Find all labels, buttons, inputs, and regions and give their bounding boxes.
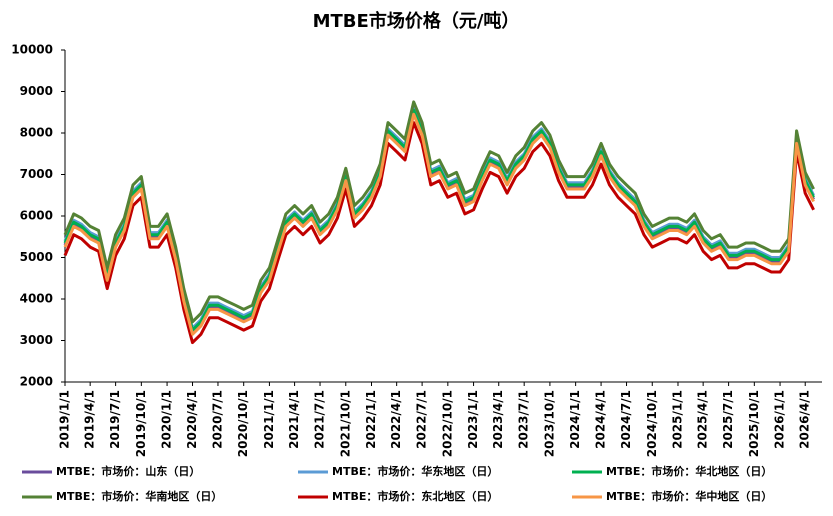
x-tick-label: 2023/7/1 (517, 390, 531, 449)
legend-label: MTBE：市场价：华南地区（日） (56, 489, 222, 503)
x-tick-label: 2024/10/1 (645, 390, 659, 457)
y-tick-label: 8000 (20, 126, 53, 140)
x-tick-label: 2025/4/1 (696, 390, 710, 449)
y-tick-label: 10000 (11, 43, 53, 57)
legend-label: MTBE：市场价：华东地区（日） (332, 464, 498, 478)
y-tick-label: 6000 (20, 209, 53, 223)
series-line (63, 121, 815, 345)
x-tick-label: 2024/7/1 (619, 390, 633, 449)
x-tick-label: 2021/1/1 (262, 390, 276, 449)
y-tick-label: 2000 (20, 375, 53, 389)
x-tick-label: 2019/7/1 (108, 390, 122, 449)
chart-title: MTBE市场价格（元/吨） (313, 10, 520, 32)
x-tick-label: 2023/4/1 (491, 390, 505, 449)
x-tick-label: 2022/7/1 (415, 390, 429, 449)
legend-label: MTBE：市场价：东北地区（日） (332, 489, 498, 503)
legend-label: MTBE：市场价：华中地区（日） (606, 489, 772, 503)
x-tick-label: 2025/1/1 (670, 390, 684, 449)
x-tick-label: 2021/7/1 (313, 390, 327, 449)
legend-label: MTBE：市场价：华北地区（日） (606, 464, 772, 478)
series-line (63, 110, 815, 334)
x-tick-label: 2019/4/1 (83, 390, 97, 449)
x-tick-label: 2019/10/1 (134, 390, 148, 457)
x-tick-label: 2019/1/1 (58, 390, 72, 449)
y-tick-label: 9000 (20, 84, 53, 98)
x-tick-label: 2023/1/1 (466, 390, 480, 449)
x-tick-label: 2024/4/1 (594, 390, 608, 449)
x-tick-label: 2021/4/1 (287, 390, 301, 449)
x-tick-label: 2024/1/1 (568, 390, 582, 449)
x-tick-label: 2020/10/1 (236, 390, 250, 457)
x-tick-label: 2022/10/1 (440, 390, 454, 457)
series-line (63, 106, 815, 330)
y-tick-label: 7000 (20, 167, 53, 181)
x-tick-label: 2025/10/1 (747, 390, 761, 457)
series-line (63, 108, 815, 332)
series-line (63, 112, 815, 336)
x-tick-label: 2025/7/1 (721, 390, 735, 449)
y-tick-label: 5000 (20, 250, 53, 264)
x-tick-label: 2023/10/1 (542, 390, 556, 457)
x-tick-label: 2021/10/1 (338, 390, 352, 457)
y-tick-label: 4000 (20, 292, 53, 306)
x-tick-label: 2026/4/1 (798, 390, 812, 449)
legend-label: MTBE：市场价：山东（日） (56, 464, 200, 478)
y-tick-label: 3000 (20, 333, 53, 347)
x-tick-label: 2020/4/1 (185, 390, 199, 449)
x-tick-label: 2020/1/1 (160, 390, 174, 449)
x-tick-label: 2020/7/1 (210, 390, 224, 449)
series-line (63, 100, 815, 324)
x-tick-label: 2022/4/1 (389, 390, 403, 449)
x-tick-label: 2026/1/1 (773, 390, 787, 449)
x-tick-label: 2022/1/1 (364, 390, 378, 449)
